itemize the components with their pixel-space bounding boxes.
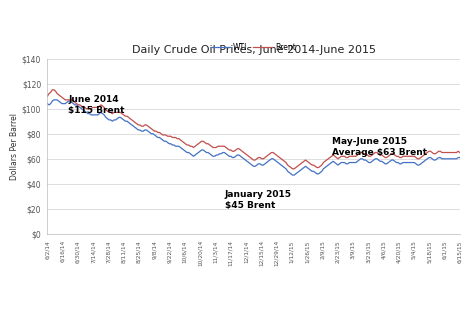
WTI — [379, 159, 385, 163]
Brent — [182, 142, 188, 146]
WTI — [182, 149, 188, 153]
WTI — [71, 102, 76, 106]
WTI — [312, 171, 318, 175]
Brent — [312, 164, 318, 168]
WTI — [292, 173, 297, 177]
WTI — [457, 156, 463, 160]
Line: WTI: WTI — [47, 100, 460, 175]
WTI — [51, 98, 57, 102]
Brent — [49, 88, 55, 92]
Brent — [379, 153, 385, 157]
Title: Daily Crude Oil Prices, June 2014-June 2015: Daily Crude Oil Prices, June 2014-June 2… — [132, 45, 375, 55]
Brent — [71, 99, 76, 103]
Line: Brent: Brent — [47, 90, 460, 169]
Brent — [45, 94, 50, 98]
WTI — [314, 172, 320, 176]
Text: January 2015
$45 Brent: January 2015 $45 Brent — [225, 190, 292, 210]
Brent — [292, 167, 297, 171]
Brent — [457, 150, 463, 154]
WTI — [290, 173, 295, 177]
Text: June 2014
$115 Brent: June 2014 $115 Brent — [68, 95, 125, 115]
Y-axis label: Dollars Per Barrel: Dollars Per Barrel — [10, 113, 19, 180]
WTI — [45, 102, 50, 106]
Text: May-June 2015
Average $63 Brent: May-June 2015 Average $63 Brent — [332, 137, 427, 157]
Brent — [290, 167, 295, 171]
Brent — [314, 166, 320, 170]
Legend: WTI, Brent: WTI, Brent — [208, 40, 300, 55]
